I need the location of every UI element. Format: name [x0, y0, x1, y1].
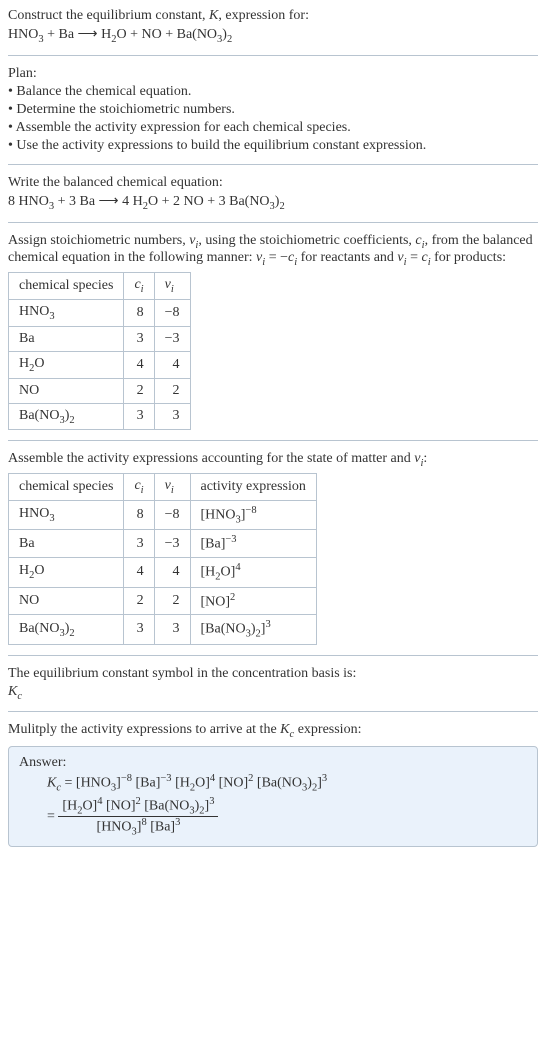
table-row: Ba3−3	[9, 326, 191, 351]
balanced-equation: 8 HNO3 + 3 Ba ⟶ 4 H2O + 2 NO + 3 Ba(NO3)…	[8, 193, 538, 212]
stoichiometry-table: chemical species ci νi HNO38−8 Ba3−3 H2O…	[8, 272, 191, 430]
table-row: H2O 44 [H2O]4	[9, 558, 317, 587]
table-row: Ba 3−3 [Ba]−3	[9, 530, 317, 558]
balanced-title: Write the balanced chemical equation:	[8, 175, 538, 191]
symbol-text: The equilibrium constant symbol in the c…	[8, 666, 538, 682]
divider	[8, 711, 538, 712]
col-ci: ci	[124, 474, 154, 501]
col-nui: νi	[154, 273, 190, 300]
table-row: Ba(NO3)2 33 [Ba(NO3)2]3	[9, 615, 317, 644]
intro-text-b: , expression for:	[218, 8, 309, 23]
table-row: H2O44	[9, 351, 191, 378]
intro-k: K	[209, 8, 218, 23]
col-species: chemical species	[9, 474, 124, 501]
answer-expression: Kc = [HNO3]−8 [Ba]−3 [H2O]4 [NO]2 [Ba(NO…	[19, 773, 527, 793]
plan-bullet-1: • Balance the chemical equation.	[8, 84, 538, 100]
intro-line1: Construct the equilibrium constant, K, e…	[8, 8, 538, 24]
table-header-row: chemical species ci νi activity expressi…	[9, 474, 317, 501]
col-nui: νi	[154, 474, 190, 501]
table-header-row: chemical species ci νi	[9, 273, 191, 300]
table-row: Ba(NO3)233	[9, 403, 191, 430]
col-ci: ci	[124, 273, 154, 300]
answer-fraction: = [H2O]4 [NO]2 [Ba(NO3)2]3 [HNO3]8 [Ba]3	[19, 796, 527, 838]
assign-text: Assign stoichiometric numbers, νi, using…	[8, 233, 538, 269]
table-row: NO 22 [NO]2	[9, 587, 317, 615]
plan-bullet-3: • Assemble the activity expression for e…	[8, 120, 538, 136]
table-row: NO22	[9, 378, 191, 403]
divider	[8, 440, 538, 441]
table-row: HNO38−8	[9, 299, 191, 326]
activity-table: chemical species ci νi activity expressi…	[8, 473, 317, 644]
col-species: chemical species	[9, 273, 124, 300]
intro-text-a: Construct the equilibrium constant,	[8, 8, 209, 23]
divider	[8, 55, 538, 56]
multiply-text: Mulitply the activity expressions to arr…	[8, 722, 538, 740]
answer-box: Answer: Kc = [HNO3]−8 [Ba]−3 [H2O]4 [NO]…	[8, 746, 538, 846]
plan-title: Plan:	[8, 66, 538, 82]
assemble-text: Assemble the activity expressions accoun…	[8, 451, 538, 469]
kc-symbol: Kc	[8, 684, 538, 702]
col-activity: activity expression	[190, 474, 316, 501]
divider	[8, 655, 538, 656]
divider	[8, 164, 538, 165]
plan-bullet-4: • Use the activity expressions to build …	[8, 138, 538, 154]
table-row: HNO3 8−8 [HNO3]−8	[9, 500, 317, 529]
intro-equation: HNO3 + Ba ⟶ H2O + NO + Ba(NO3)2	[8, 26, 538, 45]
plan-bullet-2: • Determine the stoichiometric numbers.	[8, 102, 538, 118]
divider	[8, 222, 538, 223]
answer-title: Answer:	[19, 755, 527, 771]
